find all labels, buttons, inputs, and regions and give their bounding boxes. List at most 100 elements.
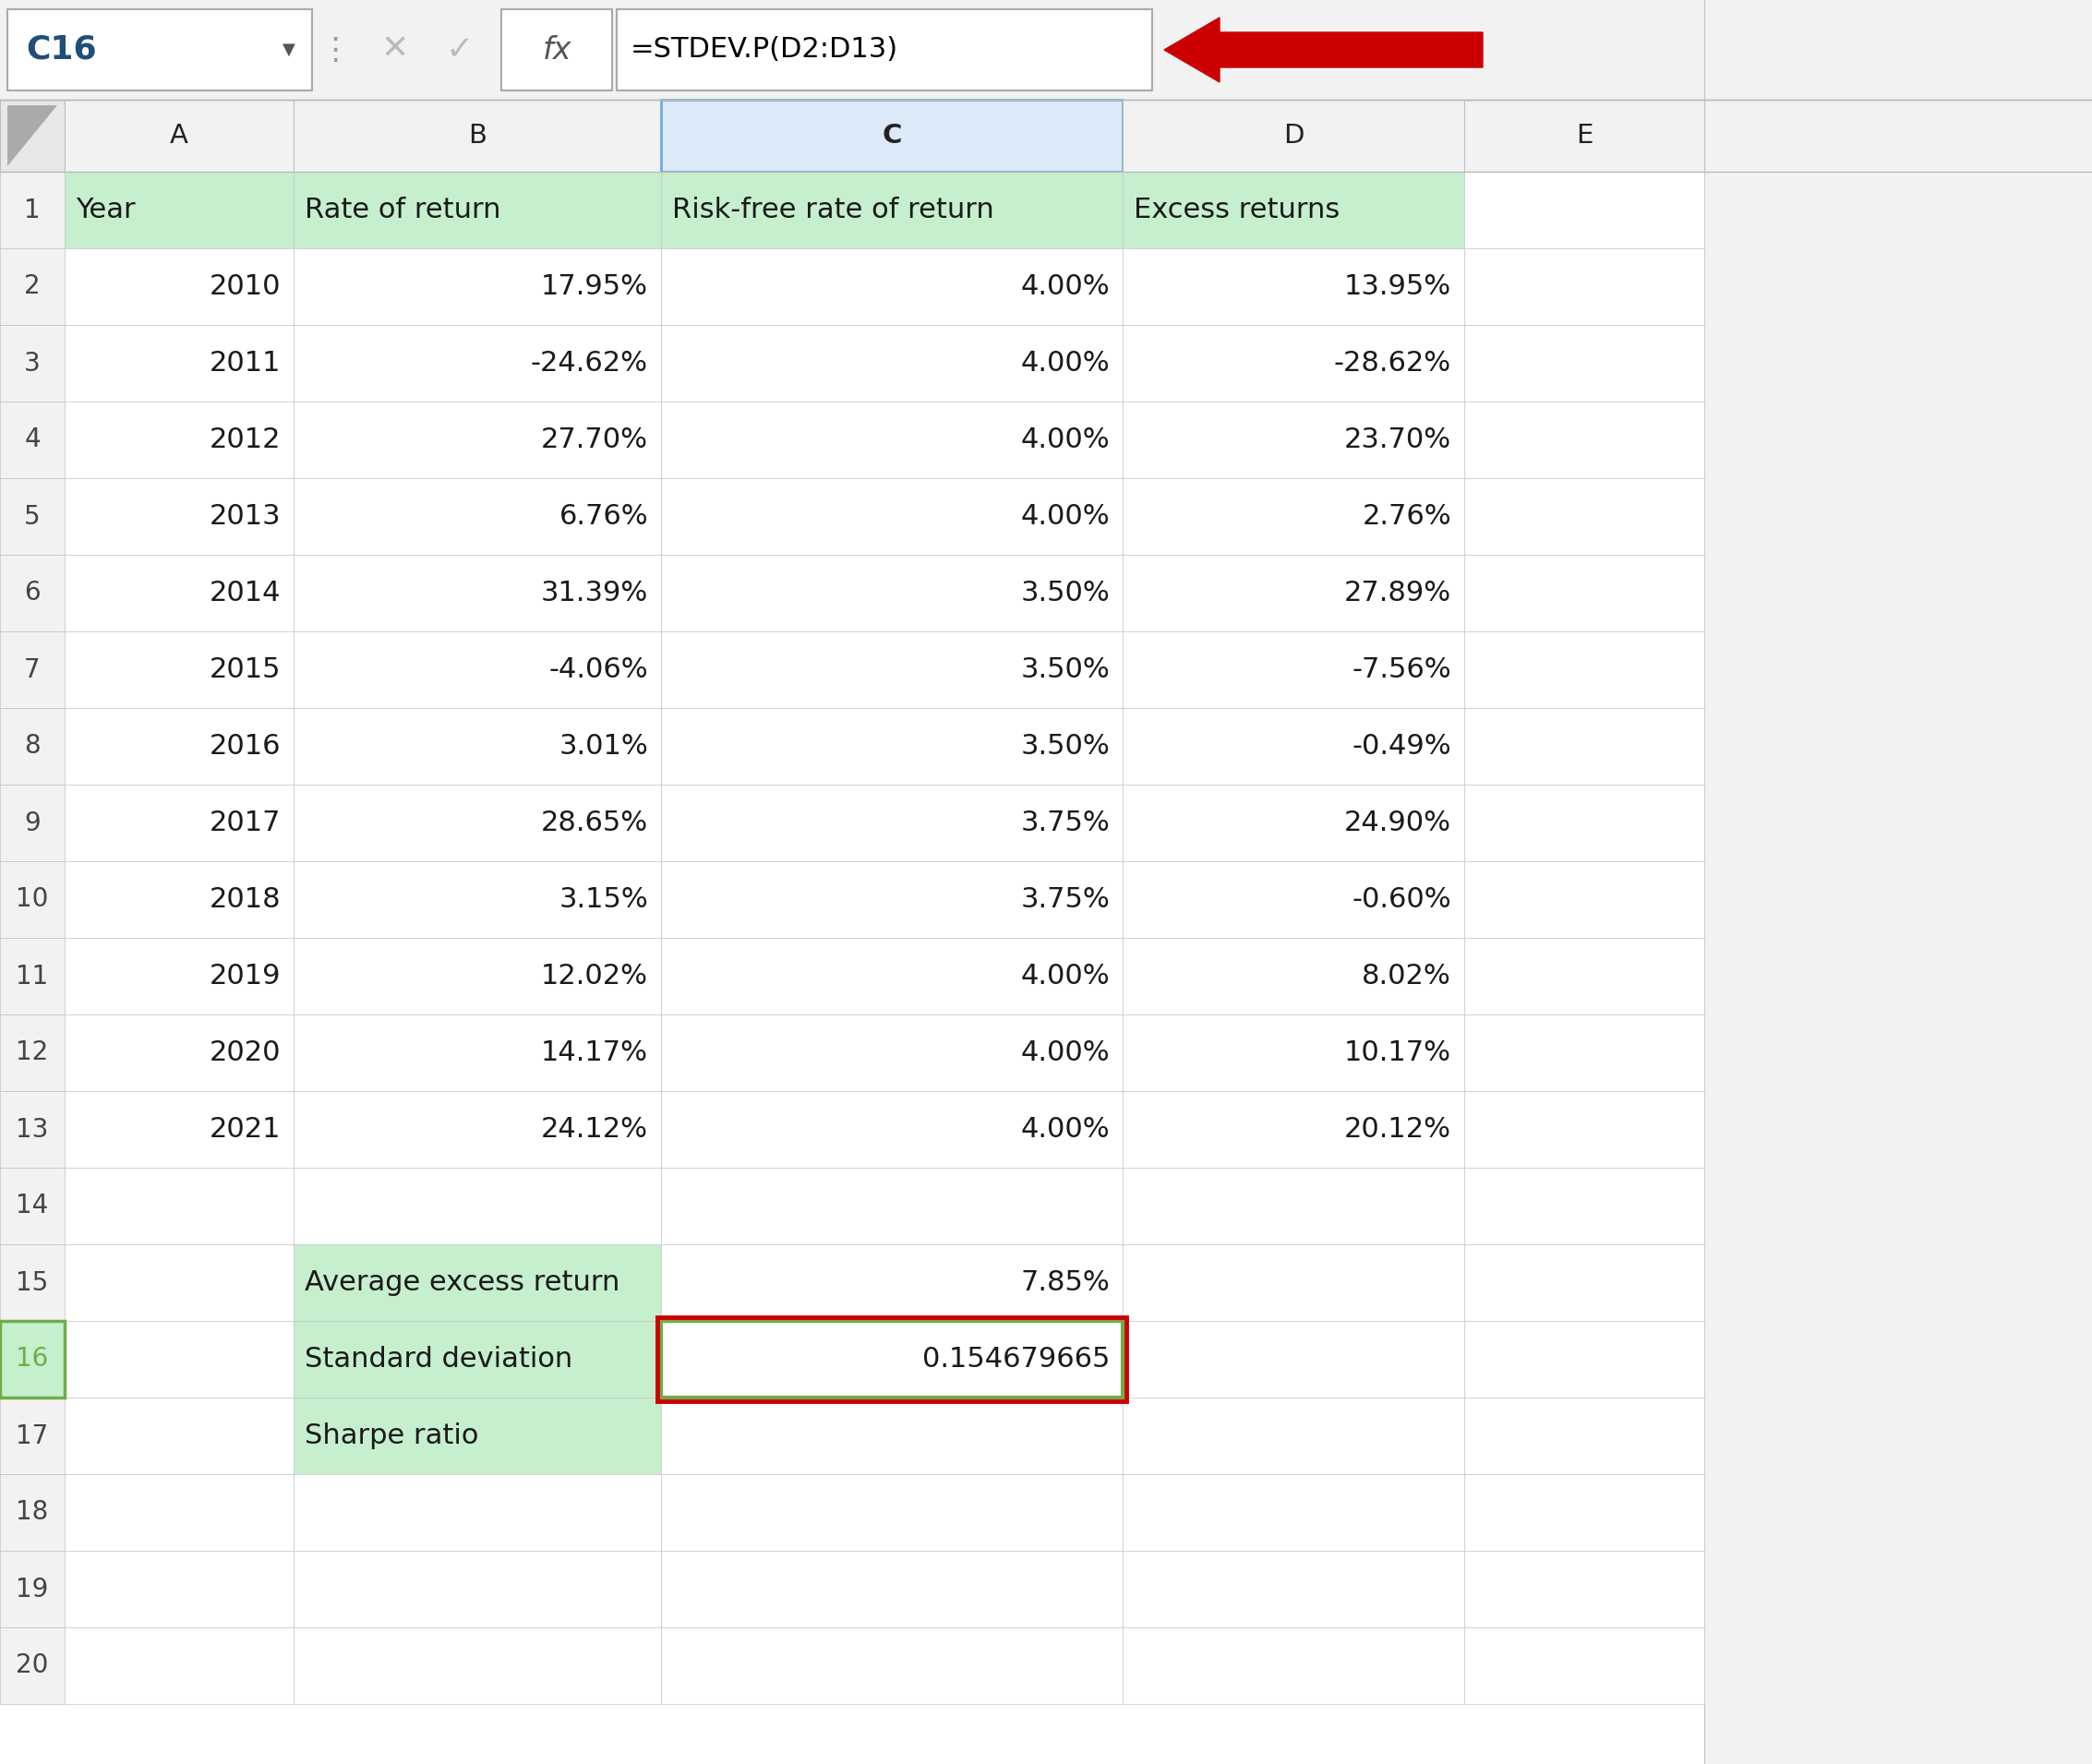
- Text: -24.62%: -24.62%: [531, 349, 649, 377]
- Text: 11: 11: [17, 963, 48, 990]
- Text: 2012: 2012: [209, 427, 280, 453]
- Bar: [1123, 478, 1464, 554]
- Text: 4.00%: 4.00%: [1021, 273, 1109, 300]
- Text: Standard deviation: Standard deviation: [305, 1346, 573, 1372]
- Bar: [0, 632, 65, 707]
- Bar: [0, 1475, 65, 1551]
- Bar: [0, 707, 65, 785]
- Bar: [0, 1244, 65, 1321]
- Text: fx: fx: [542, 35, 571, 65]
- Bar: [1464, 861, 1705, 938]
- Text: =STDEV.P(D2:D13): =STDEV.P(D2:D13): [630, 37, 897, 64]
- Text: 2011: 2011: [209, 349, 280, 377]
- Text: 4.00%: 4.00%: [1021, 503, 1109, 529]
- Bar: [65, 101, 293, 171]
- Text: -4.06%: -4.06%: [548, 656, 649, 683]
- Text: 0.154679665: 0.154679665: [923, 1346, 1109, 1372]
- Bar: [1123, 707, 1464, 785]
- FancyArrow shape: [1163, 18, 1483, 83]
- Text: 10.17%: 10.17%: [1345, 1039, 1452, 1065]
- Bar: [661, 861, 1123, 938]
- Bar: [0, 1168, 65, 1244]
- Bar: [293, 861, 661, 938]
- Text: -0.49%: -0.49%: [1351, 732, 1452, 760]
- Text: 2020: 2020: [209, 1039, 280, 1065]
- Text: Average excess return: Average excess return: [305, 1270, 619, 1297]
- Bar: [65, 1244, 293, 1321]
- Bar: [0, 1397, 65, 1475]
- Bar: [1464, 632, 1705, 707]
- Bar: [293, 325, 661, 402]
- Bar: [0, 1321, 65, 1397]
- Text: Risk-free rate of return: Risk-free rate of return: [672, 196, 994, 224]
- Text: 2: 2: [25, 273, 40, 300]
- Bar: [661, 1551, 1123, 1628]
- Text: 7.85%: 7.85%: [1021, 1270, 1109, 1297]
- Bar: [293, 1014, 661, 1092]
- Text: Excess returns: Excess returns: [1134, 196, 1339, 224]
- Bar: [661, 171, 1123, 249]
- Bar: [293, 632, 661, 707]
- Bar: [8, 9, 312, 90]
- Bar: [65, 554, 293, 632]
- Bar: [65, 325, 293, 402]
- Text: ✓: ✓: [446, 34, 473, 65]
- Bar: [661, 1397, 1123, 1475]
- Bar: [1123, 938, 1464, 1014]
- Text: 2010: 2010: [209, 273, 280, 300]
- Text: 27.89%: 27.89%: [1343, 580, 1452, 607]
- Bar: [661, 1244, 1123, 1321]
- Bar: [1123, 632, 1464, 707]
- Bar: [617, 9, 1153, 90]
- Bar: [293, 1397, 661, 1475]
- Bar: [293, 1628, 661, 1704]
- Bar: [1464, 1321, 1705, 1397]
- Bar: [657, 1318, 1125, 1401]
- Text: 3: 3: [25, 351, 40, 376]
- Bar: [502, 9, 613, 90]
- Text: 12.02%: 12.02%: [542, 963, 649, 990]
- Bar: [293, 1551, 661, 1628]
- Bar: [65, 171, 293, 249]
- Text: 4.00%: 4.00%: [1021, 349, 1109, 377]
- Text: 10: 10: [17, 887, 48, 912]
- Bar: [1123, 1551, 1464, 1628]
- Text: 6.76%: 6.76%: [559, 503, 649, 529]
- Bar: [661, 1014, 1123, 1092]
- Text: Sharpe ratio: Sharpe ratio: [305, 1422, 479, 1450]
- Bar: [0, 1628, 65, 1704]
- Text: E: E: [1575, 123, 1592, 148]
- Text: 13: 13: [17, 1117, 48, 1143]
- Text: 2015: 2015: [209, 656, 280, 683]
- Bar: [0, 101, 65, 171]
- Text: 16: 16: [17, 1346, 48, 1372]
- Text: 14: 14: [17, 1192, 48, 1219]
- Bar: [1123, 325, 1464, 402]
- Bar: [661, 325, 1123, 402]
- Text: 4.00%: 4.00%: [1021, 1039, 1109, 1065]
- Text: 2018: 2018: [209, 886, 280, 914]
- Text: 4.00%: 4.00%: [1021, 963, 1109, 990]
- Bar: [1123, 1014, 1464, 1092]
- Bar: [661, 938, 1123, 1014]
- Text: 2017: 2017: [209, 810, 280, 836]
- Bar: [661, 1321, 1123, 1397]
- Bar: [661, 1092, 1123, 1168]
- Bar: [1123, 1397, 1464, 1475]
- Bar: [0, 1014, 65, 1092]
- Text: 3.50%: 3.50%: [1021, 656, 1109, 683]
- Bar: [0, 171, 65, 249]
- Bar: [65, 1014, 293, 1092]
- Text: Year: Year: [75, 196, 136, 224]
- Text: D: D: [1282, 123, 1303, 148]
- Bar: [0, 938, 65, 1014]
- Bar: [661, 1628, 1123, 1704]
- Bar: [293, 785, 661, 861]
- Bar: [661, 402, 1123, 478]
- Bar: [1123, 1168, 1464, 1244]
- Bar: [293, 1092, 661, 1168]
- Bar: [1464, 1475, 1705, 1551]
- Bar: [1464, 325, 1705, 402]
- Text: 19: 19: [17, 1577, 48, 1602]
- Bar: [65, 249, 293, 325]
